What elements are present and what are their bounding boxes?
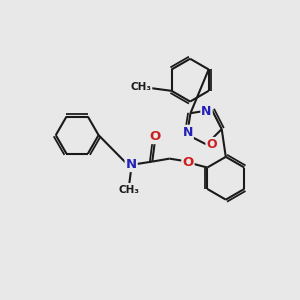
Text: N: N [182,126,193,139]
Text: CH₃: CH₃ [130,82,152,92]
Text: N: N [201,105,212,118]
Text: O: O [206,138,217,151]
Text: CH₃: CH₃ [119,184,140,194]
Text: O: O [149,130,160,143]
Text: O: O [182,156,194,169]
Text: N: N [126,158,137,171]
